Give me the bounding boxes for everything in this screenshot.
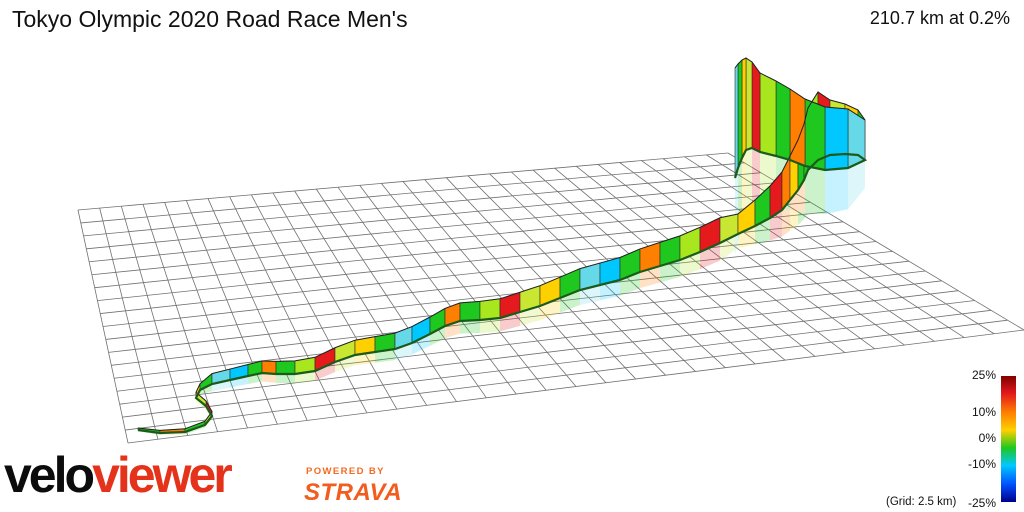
profile-reflection-segment (738, 226, 755, 248)
profile-reflection-segment (746, 148, 752, 215)
profile-segment (737, 59, 743, 169)
profile-segment (824, 106, 849, 171)
profile-reflection-segment (276, 374, 295, 384)
profile-reflection-segment (335, 355, 355, 372)
grid-line (86, 182, 778, 250)
profile-reflection (138, 148, 865, 435)
profile-reflection-segment (752, 148, 760, 209)
grid-line (100, 231, 860, 314)
gradient-legend-bar (1001, 376, 1016, 502)
profile-reflection-segment (720, 234, 738, 261)
grid-line (102, 241, 877, 327)
ground-grid (77, 152, 1024, 444)
grid-line (111, 270, 926, 366)
profile-reflection-segment (620, 272, 640, 296)
grid-line (119, 300, 975, 405)
grid-line (89, 191, 794, 263)
profile-reflection-segment (580, 285, 600, 305)
powered-by-label: POWERED BY (306, 466, 385, 477)
profile-segment (275, 360, 296, 375)
profile-reflection-segment (808, 160, 818, 214)
grid-line (127, 329, 1024, 444)
profile-segment (751, 61, 761, 153)
profile-segment (459, 301, 481, 322)
grid-line (105, 250, 893, 340)
profile-reflection-segment (230, 376, 248, 388)
profile-reflection-segment (735, 168, 738, 255)
profile-reflection-segment (770, 210, 782, 241)
profile-reflection-segment (805, 166, 825, 215)
profile-reflection-segment (848, 160, 865, 210)
profile-segment (261, 360, 277, 375)
profile-reflection-segment (798, 180, 804, 225)
profile-reflection-segment (460, 320, 480, 334)
profile-reflection-segment (412, 334, 430, 355)
grid-line (77, 152, 729, 211)
grid-scale-note: (Grid: 2.5 km) (886, 496, 957, 508)
profile-segment (775, 80, 791, 161)
profile-reflection-segment (262, 373, 276, 383)
page-title: Tokyo Olympic 2020 Road Race Men's (12, 6, 408, 32)
legend-label-10: 10% (971, 405, 996, 419)
profile-reflection-segment (790, 190, 798, 231)
grid-line (83, 172, 761, 237)
legend-label-0: 0% (978, 431, 996, 445)
legend-label-minus-10: -10% (967, 457, 996, 471)
legend-label-25: 25% (971, 368, 996, 382)
grid-line (80, 162, 745, 224)
logo-velo: velo (4, 447, 95, 503)
grid-line (125, 319, 1008, 431)
elevation-profile (137, 57, 866, 434)
profile-reflection-segment (315, 362, 335, 381)
profile-reflection-segment (600, 280, 620, 301)
grid-line (91, 201, 811, 276)
route-stats: 210.7 km at 0.2% (869, 8, 1010, 28)
profile-reflection-segment (395, 343, 412, 361)
profile-reflection-segment (804, 170, 808, 220)
profile-segment (479, 298, 501, 321)
profile-reflection-segment (212, 380, 230, 392)
profile-reflection-segment (825, 168, 848, 215)
profile-reflection-segment (700, 243, 720, 270)
veloviewer-logo[interactable]: veloviewer (4, 447, 233, 503)
profile-reflection-segment (540, 298, 560, 321)
profile-reflection-segment (430, 326, 445, 346)
logo-viewer: viewer (92, 447, 233, 503)
profile-reflection-segment (375, 349, 395, 363)
grid-line (122, 309, 992, 418)
profile-top-edge (137, 57, 866, 431)
profile-reflection-segment (480, 318, 500, 334)
profile-segment (745, 57, 753, 151)
profile-segment (741, 57, 747, 159)
profile-reflection-segment (742, 150, 746, 227)
route-line (137, 146, 868, 435)
legend-label-minus-25: -25% (967, 496, 996, 510)
grid-line (114, 280, 942, 379)
profile-segment (734, 63, 739, 179)
strava-logo[interactable]: STRAVA (304, 479, 403, 506)
profile-segment (759, 72, 777, 157)
profile-reflection-segment (560, 290, 580, 313)
